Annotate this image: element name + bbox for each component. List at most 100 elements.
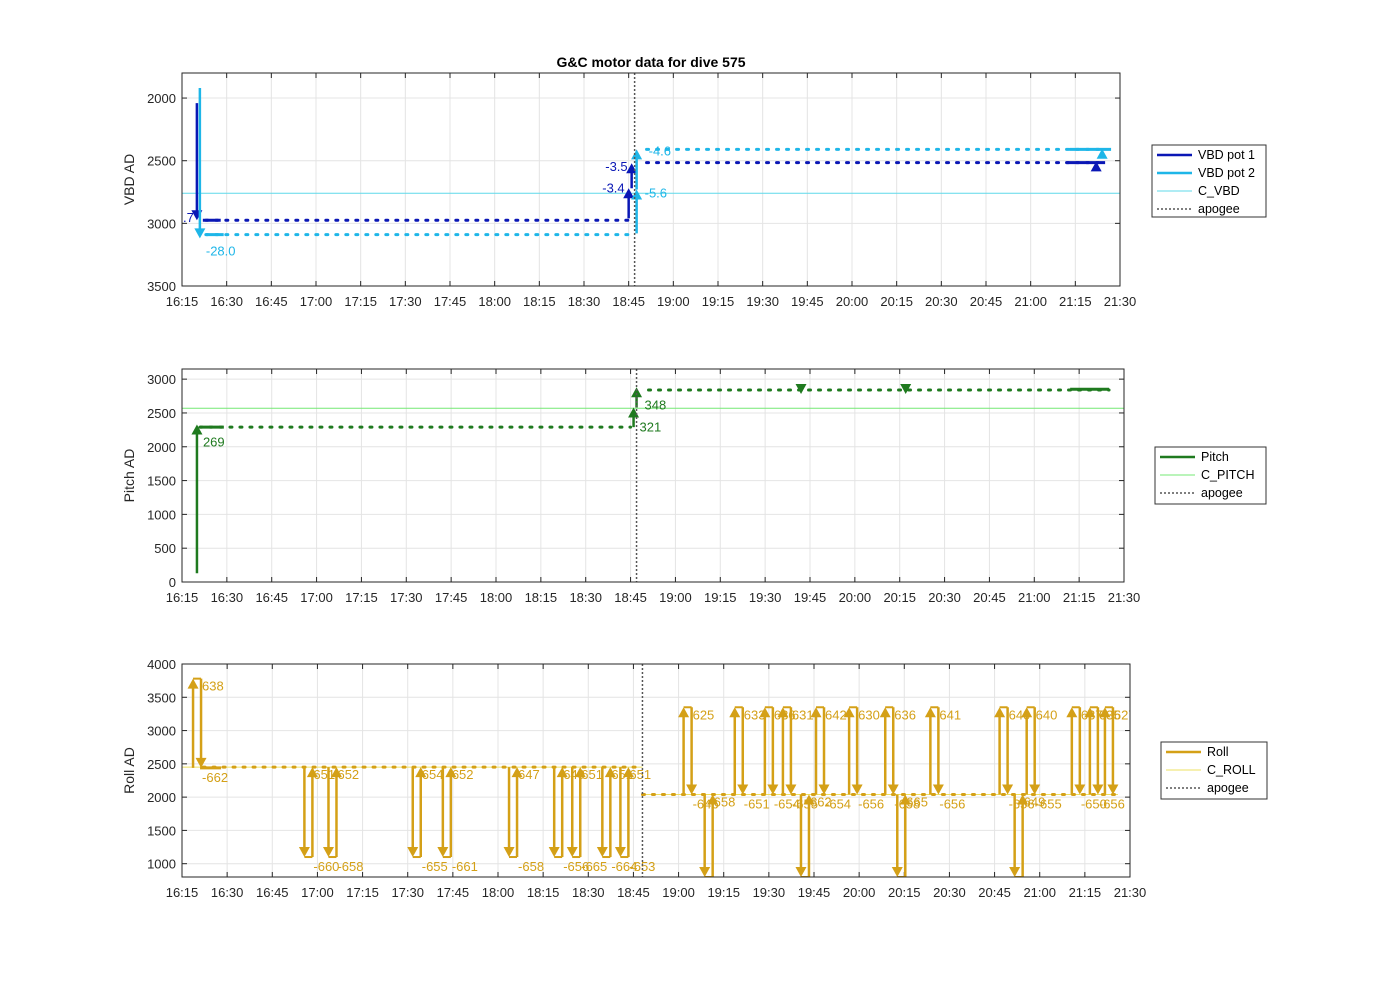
y-tick-label: 1500 [147,823,176,838]
roll-pulse-arrowhead [810,707,822,718]
plot-area [182,73,1120,286]
y-tick-label: 500 [154,541,176,556]
roll-pulse-arrowhead [777,707,789,718]
x-tick-label: 20:00 [839,590,872,605]
pitch-move-arrowhead [191,424,203,435]
roll-pulse-arrowhead [322,847,334,858]
vbd-move-arrowhead [623,188,635,199]
roll-pulse-label-end: -656 [858,796,884,811]
y-tick-label: 1000 [147,507,176,522]
vbd-move-label: -3.5 [605,159,627,174]
plot-frame [181,368,1125,583]
roll-pulse-label-end: -664 [611,859,637,874]
y-axis-label: Pitch AD [121,449,137,503]
vbd-move-label: -4.6 [649,143,671,158]
roll-pulse-label-start: 625 [693,707,715,722]
pitch-move-label: 269 [203,434,225,449]
x-tick-label: 20:15 [883,590,916,605]
x-tick-label: 18:00 [482,885,515,900]
x-tick-label: 20:00 [836,294,869,309]
x-tick-label: 20:45 [973,590,1006,605]
roll-pulse-label-end: -656 [563,859,589,874]
roll-pulse-return-arrowhead [445,767,457,778]
roll-pulse-label-end: -661 [452,859,478,874]
vbd-move-label: -20.7 [164,210,194,225]
roll-pulse-arrowhead [503,847,515,858]
x-tick-label: 19:15 [707,885,740,900]
x-tick-label: 17:45 [437,885,470,900]
roll-pulse-return-arrowhead [1092,784,1104,795]
x-tick-label: 18:30 [569,590,602,605]
x-tick-label: 21:00 [1018,590,1051,605]
roll-pulse-label-end: -655 [1036,796,1062,811]
roll-pulse-arrowhead [548,847,560,858]
roll-pulse-label-start: 633 [744,707,766,722]
x-tick-label: 17:15 [345,590,378,605]
roll-pulse-label-end: -656 [1099,796,1125,811]
roll-pulse-arrowhead [1009,867,1021,877]
roll-pulse-return-arrowhead [622,767,634,778]
roll-pulse-label-start: 642 [825,707,847,722]
legend-label: C_VBD [1198,184,1240,198]
y-tick-label: 2000 [147,790,176,805]
y-tick-label: 3500 [147,279,176,294]
roll-pulse-return-arrowhead [887,784,899,795]
roll-pulse-label-start: 665 [906,794,928,809]
x-tick-label: 19:15 [702,294,735,309]
roll-pulse-label-start: 652 [452,767,474,782]
roll-pulse-arrowhead [596,847,608,858]
roll-pulse-arrowhead [879,707,891,718]
series-group: 269 321 348 [182,369,1124,582]
roll-pulse-arrowhead [1066,707,1078,718]
x-tick-label: 21:15 [1069,885,1102,900]
legend-label: apogee [1198,202,1240,216]
roll-pulse-label-end: -658 [518,859,544,874]
x-tick-label: 18:45 [614,590,647,605]
x-tick-label: 20:45 [978,885,1011,900]
x-tick-label: 21:15 [1059,294,1092,309]
legend-label: C_ROLL [1207,763,1256,777]
roll-pulse-return-arrowhead [1029,784,1041,795]
legend-label: Roll [1207,745,1229,759]
x-tick-label: 19:15 [704,590,737,605]
x-tick-label: 18:15 [527,885,560,900]
y-tick-label: 3000 [147,216,176,231]
x-tick-label: 16:45 [256,885,289,900]
roll-pulse-return-arrowhead [818,784,830,795]
roll-pulse-label-end: -660 [313,859,339,874]
legend-label: Pitch [1201,450,1229,464]
roll-pulse-arrowhead [407,847,419,858]
roll-pulse-return-arrowhead [767,784,779,795]
x-tick-label: 17:45 [435,590,468,605]
panels: 16:15 16:30 16:45 17:00 17:15 17:30 17:45 18:00… [121,72,1268,900]
y-axis-label: Roll AD [121,747,137,794]
roll-pulse-label-end: -651 [744,796,770,811]
x-tick-label: 19:00 [662,885,695,900]
vbd-move-label: -28.0 [206,243,236,258]
roll-pulse-arrowhead [1021,707,1033,718]
roll-pulse-label-end: -653 [629,859,655,874]
roll-pulse-arrowhead [994,707,1006,718]
roll-pulse-label-start: 649 [1024,794,1046,809]
pitch-move-arrowhead [900,384,912,395]
y-tick-label: 2500 [147,406,176,421]
pitch-move-arrowhead [795,384,807,395]
roll-pulse-arrowhead [187,678,199,689]
x-tick-label: 19:45 [798,885,831,900]
vbd-move-arrowhead [631,149,643,160]
roll-pulse-arrowhead [298,847,310,858]
roll-pulse-label-start: 652 [337,767,359,782]
roll-pulse-label-end: -656 [939,796,965,811]
y-tick-label: 3000 [147,724,176,739]
roll-pulse-arrowhead [614,847,626,858]
x-tick-label: 19:00 [657,294,690,309]
legend-label: VBD pot 1 [1198,148,1255,162]
legend-label: apogee [1201,486,1243,500]
x-tick-label: 17:30 [391,885,424,900]
roll-pulse-return-arrowhead [306,767,318,778]
plot-area [182,664,1130,877]
roll-pulse-return-arrowhead [415,767,427,778]
roll-pulse-label-end: -658 [337,859,363,874]
x-tick-label: 16:15 [166,590,199,605]
x-tick-label: 17:30 [390,590,423,605]
